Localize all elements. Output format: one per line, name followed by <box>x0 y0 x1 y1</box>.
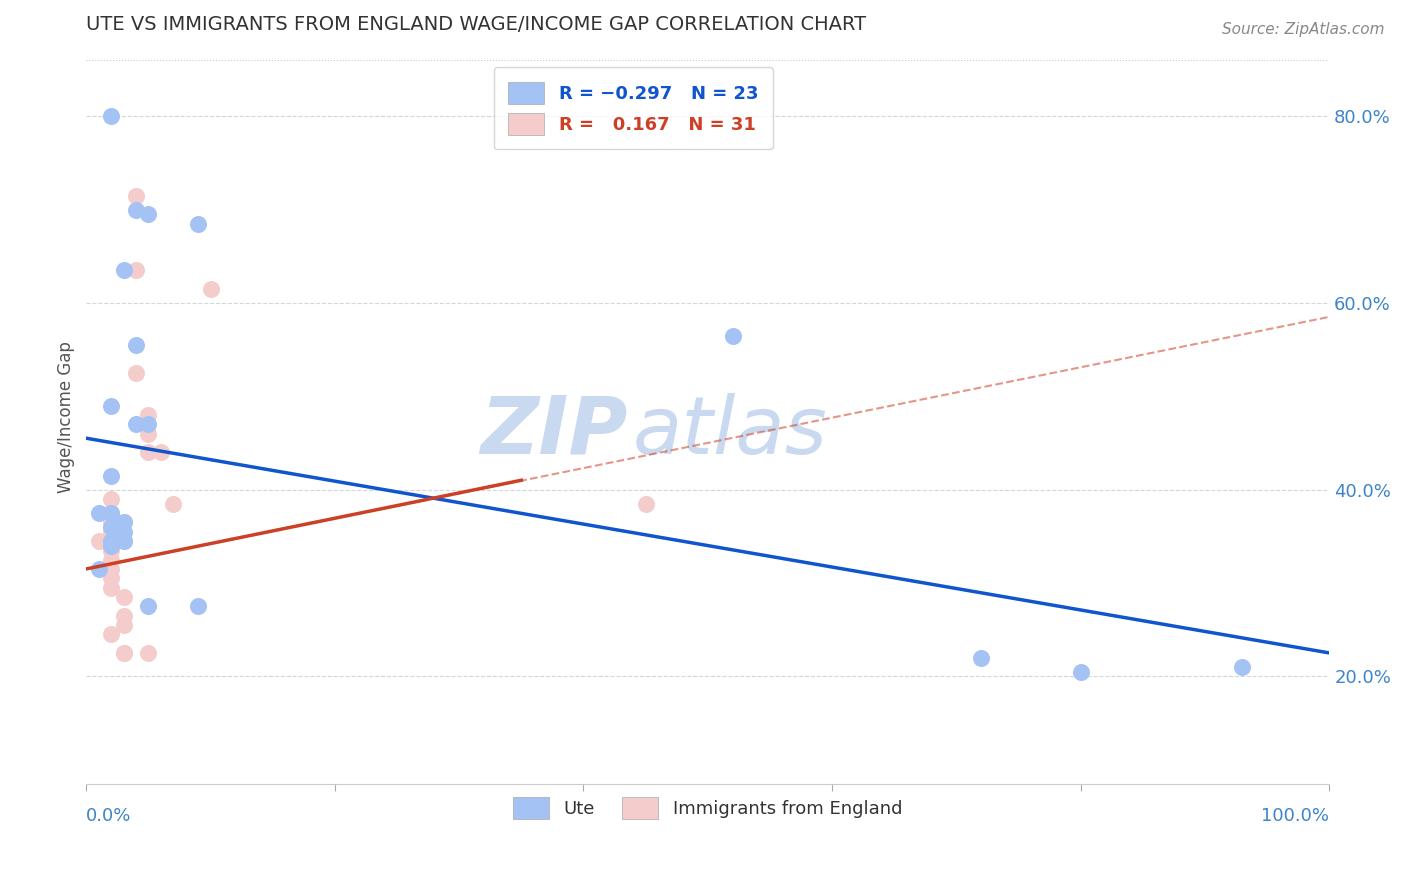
Text: 0.0%: 0.0% <box>86 807 132 825</box>
Point <box>634 497 657 511</box>
Point <box>200 282 222 296</box>
Point <box>721 328 744 343</box>
Point <box>100 491 122 506</box>
Legend: R = −0.297   N = 23, R =   0.167   N = 31: R = −0.297 N = 23, R = 0.167 N = 31 <box>494 67 773 149</box>
Point <box>187 599 209 614</box>
Point <box>100 627 122 641</box>
Text: 100.0%: 100.0% <box>1261 807 1329 825</box>
Point <box>100 533 122 548</box>
Point <box>970 650 993 665</box>
Text: ZIP: ZIP <box>479 392 627 471</box>
Point <box>149 445 172 459</box>
Point <box>112 524 135 539</box>
Point <box>112 533 135 548</box>
Point <box>100 539 122 553</box>
Point <box>87 506 110 520</box>
Point <box>125 188 148 202</box>
Text: atlas: atlas <box>633 392 828 471</box>
Point <box>100 543 122 558</box>
Point <box>125 366 148 380</box>
Point <box>100 571 122 585</box>
Point <box>100 468 122 483</box>
Point <box>187 217 209 231</box>
Point <box>138 646 160 660</box>
Point <box>125 417 148 432</box>
Point <box>112 590 135 604</box>
Point <box>112 618 135 632</box>
Point <box>125 263 148 277</box>
Point <box>87 562 110 576</box>
Text: Source: ZipAtlas.com: Source: ZipAtlas.com <box>1222 22 1385 37</box>
Point <box>138 445 160 459</box>
Point <box>112 515 135 529</box>
Point <box>100 524 122 539</box>
Point <box>138 417 160 432</box>
Point <box>138 599 160 614</box>
Point <box>100 109 122 123</box>
Point <box>112 646 135 660</box>
Point <box>100 506 122 520</box>
Point <box>162 497 184 511</box>
Point <box>100 506 122 520</box>
Point <box>100 552 122 566</box>
Y-axis label: Wage/Income Gap: Wage/Income Gap <box>58 342 75 493</box>
Point <box>100 515 122 529</box>
Point <box>125 338 148 352</box>
Point <box>138 408 160 422</box>
Point <box>100 581 122 595</box>
Point <box>112 646 135 660</box>
Point <box>112 515 135 529</box>
Point <box>1070 665 1092 679</box>
Point <box>112 533 135 548</box>
Point <box>100 524 122 539</box>
Point <box>112 608 135 623</box>
Point <box>112 263 135 277</box>
Point <box>100 562 122 576</box>
Point <box>100 399 122 413</box>
Point <box>100 543 122 558</box>
Point <box>138 207 160 221</box>
Text: UTE VS IMMIGRANTS FROM ENGLAND WAGE/INCOME GAP CORRELATION CHART: UTE VS IMMIGRANTS FROM ENGLAND WAGE/INCO… <box>86 15 866 34</box>
Point <box>1232 660 1254 674</box>
Point <box>87 533 110 548</box>
Point <box>138 426 160 441</box>
Point <box>100 520 122 534</box>
Point <box>125 202 148 217</box>
